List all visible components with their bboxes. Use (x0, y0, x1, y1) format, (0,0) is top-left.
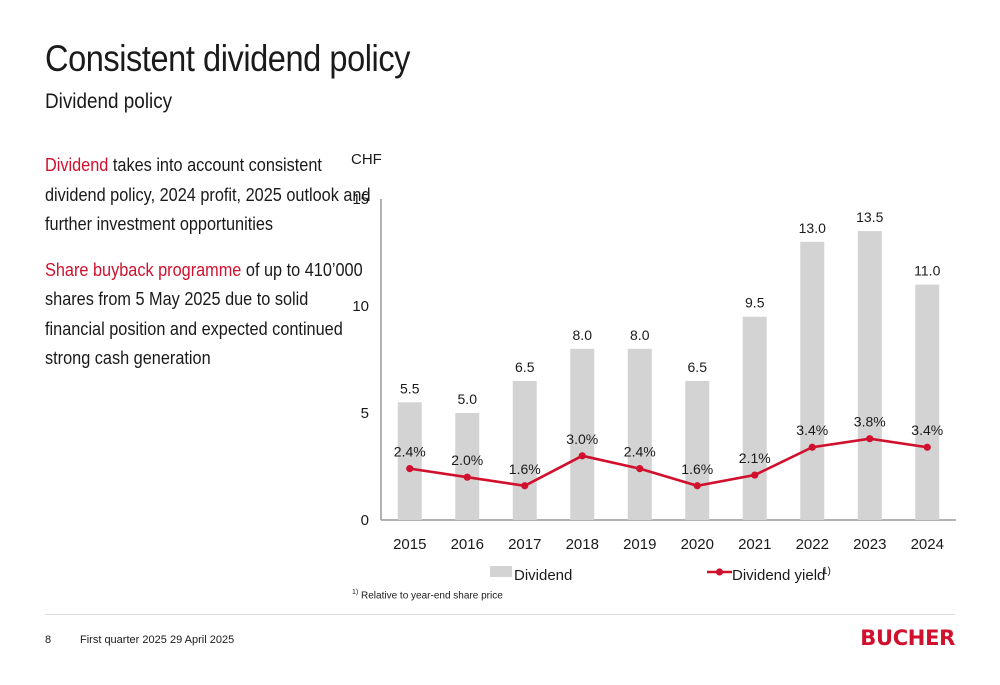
chart-footnote: 1) Relative to year-end share price (352, 589, 503, 601)
yield-point (751, 471, 759, 479)
legend-yield-label: Dividend yield (732, 567, 825, 584)
x-tick-label: 2022 (796, 536, 829, 553)
x-tick-label: 2023 (853, 536, 886, 553)
page-subtitle: Dividend policy (45, 90, 173, 113)
x-tick-label: 2024 (911, 536, 944, 553)
yield-point (923, 443, 931, 451)
yield-line (409, 437, 928, 488)
dividend-bar-label: 6.5 (515, 359, 535, 375)
yield-label: 2.1% (739, 450, 771, 466)
footer-period: First quarter 2025 (80, 634, 167, 646)
dividend-bar (742, 316, 767, 520)
dividend-bar-label: 8.0 (630, 327, 650, 343)
dividend-bar (915, 284, 940, 520)
bullet-buyback: Share buyback programme of up to 410’000… (45, 255, 371, 373)
x-tick-label: 2018 (566, 536, 599, 553)
y-tick-label: 10 (352, 298, 369, 315)
yield-point (866, 435, 874, 443)
yield-point (406, 465, 414, 473)
x-tick-label: 2015 (393, 536, 426, 553)
dividend-bar (570, 348, 595, 520)
bullet-highlight: Share buyback programme (45, 258, 242, 280)
yield-point (636, 465, 644, 473)
yield-label: 2.4% (394, 444, 426, 460)
dividend-bar (857, 231, 882, 520)
legend-yield-marker (715, 568, 724, 576)
dividend-bar (455, 413, 480, 520)
dividend-chart: CHF 0 5 10 15 5.5 5.0 6.5 8.0 8.0 6.5 9.5 13.0 13.5 11… (351, 151, 956, 584)
x-tick-label: 2021 (738, 536, 771, 553)
dividend-bar-label: 11.0 (914, 263, 940, 279)
yield-label: 1.6% (681, 461, 713, 477)
dividend-bar-label: 9.5 (745, 295, 765, 311)
dividend-bar-label: 5.0 (458, 391, 478, 407)
dividend-bar (685, 380, 710, 520)
dividend-bar-label: 13.0 (799, 220, 826, 236)
footer-date: 29 April 2025 (170, 634, 235, 646)
legend-dividend-swatch (490, 566, 512, 577)
yield-label: 2.0% (451, 452, 483, 468)
y-unit-label: CHF (351, 151, 382, 168)
footnote-text: Relative to year-end share price (361, 590, 503, 602)
yield-point (463, 473, 471, 481)
page-number: 8 (45, 634, 52, 646)
bullet-text: takes into account consistent dividend p… (45, 154, 371, 234)
legend-yield-footnote-mark: 1) (822, 566, 831, 577)
dividend-bar (627, 348, 652, 520)
y-tick-label: 5 (361, 405, 369, 422)
x-tick-label: 2019 (623, 536, 656, 553)
dividend-bar-label: 8.0 (573, 327, 593, 343)
yield-point (578, 452, 586, 460)
bullet-dividend: Dividend takes into account consistent d… (45, 150, 371, 239)
yield-point (808, 443, 816, 451)
x-tick-label: 2016 (451, 536, 484, 553)
yield-label: 3.4% (796, 422, 828, 438)
dividend-bar-label: 6.5 (688, 359, 708, 375)
dividend-bar-label: 5.5 (400, 380, 420, 396)
y-tick-label: 0 (361, 512, 369, 529)
yield-label: 3.4% (911, 422, 943, 438)
footer-divider (45, 614, 955, 615)
bullet-highlight: Dividend (45, 154, 109, 175)
bullet-text: of up to 410’000 shares from 5 May 2025 … (45, 258, 363, 369)
dividend-bar (512, 380, 537, 520)
yield-label: 2.4% (624, 444, 656, 460)
x-tick-label: 2020 (681, 536, 714, 553)
dividend-bar-label: 13.5 (856, 209, 883, 225)
legend-dividend-label: Dividend (514, 567, 572, 584)
yield-label: 3.8% (854, 414, 886, 430)
yield-label: 1.6% (509, 461, 541, 477)
yield-point (521, 482, 529, 490)
y-tick-label: 15 (352, 191, 369, 208)
x-tick-label: 2017 (508, 536, 541, 553)
bucher-logo: BUCHER (860, 626, 955, 650)
dividend-bar (800, 241, 825, 521)
dividend-bar (397, 402, 422, 520)
yield-point (693, 482, 701, 490)
footnote-mark: 1) (352, 589, 359, 596)
bullet-list: Dividend takes into account consistent d… (45, 150, 375, 389)
yield-label: 3.0% (566, 431, 598, 447)
page-title: Consistent dividend policy (45, 38, 411, 79)
